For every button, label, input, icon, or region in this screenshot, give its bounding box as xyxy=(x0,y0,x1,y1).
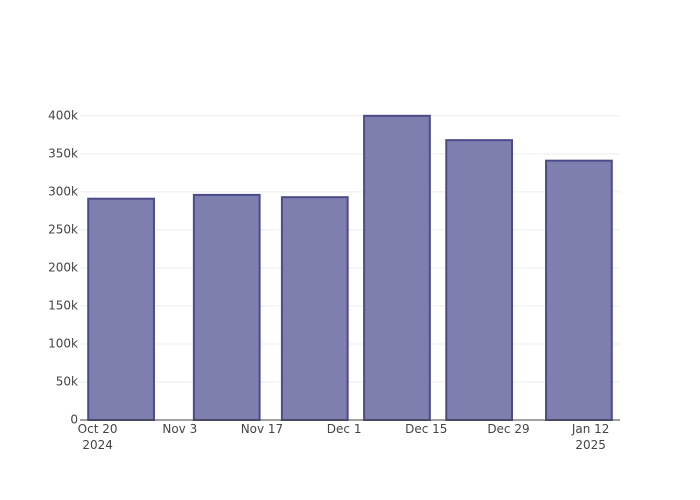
y-tick-label: 200k xyxy=(48,260,78,274)
y-tick-label: 100k xyxy=(48,336,78,350)
y-tick-label: 250k xyxy=(48,222,78,236)
bar xyxy=(363,114,431,422)
x-tick-label: Jan 12 2025 xyxy=(571,422,610,452)
y-tick-label: 0 xyxy=(70,413,78,427)
bar xyxy=(545,159,613,421)
x-tick-label: Dec 1 xyxy=(326,422,362,436)
x-tick-label: Nov 3 xyxy=(162,422,198,436)
bar xyxy=(280,196,349,421)
x-tick-label: Nov 17 xyxy=(240,422,284,436)
x-tick-label: Dec 29 xyxy=(487,422,530,436)
bar xyxy=(87,197,155,421)
y-tick-label: 350k xyxy=(48,146,78,160)
y-tick-label: 150k xyxy=(48,298,78,312)
x-tick-label: Dec 15 xyxy=(405,422,448,436)
y-tick-label: 300k xyxy=(48,184,78,198)
bar xyxy=(192,193,261,421)
x-tick-label: Oct 20 2024 xyxy=(77,422,118,452)
bar xyxy=(445,139,513,421)
y-tick-label: 50k xyxy=(56,374,78,388)
y-tick-label: 400k xyxy=(48,108,78,122)
